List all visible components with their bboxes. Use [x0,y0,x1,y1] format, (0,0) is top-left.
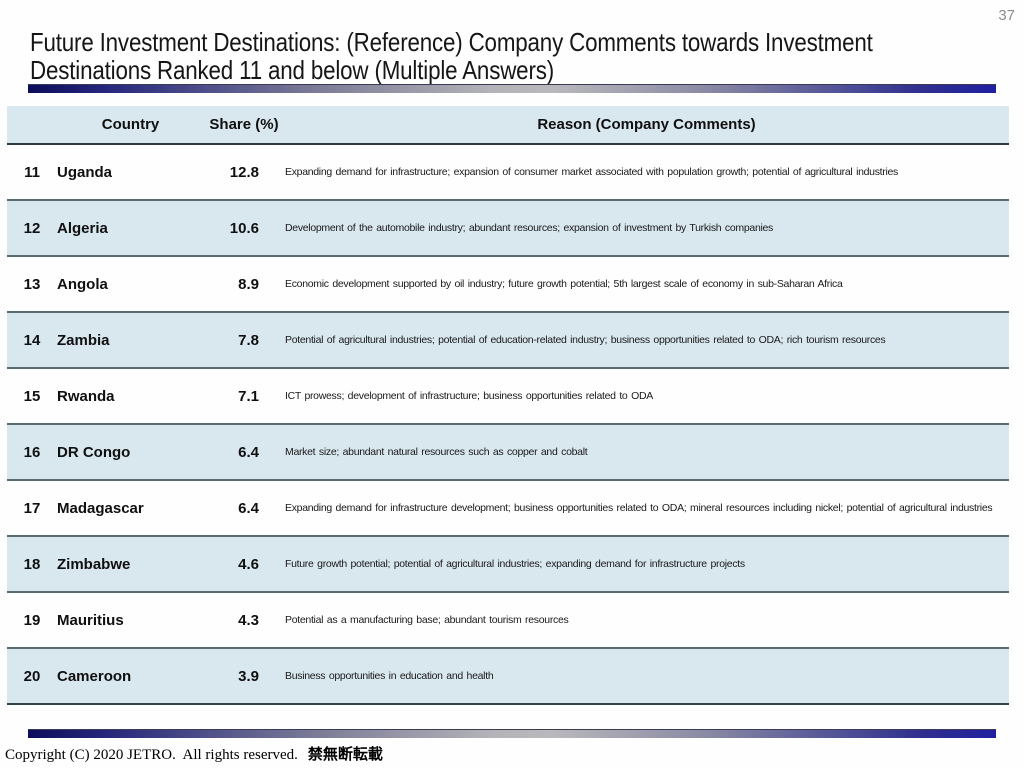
table-row: 19 Mauritius 4.3 Potential as a manufact… [7,593,1009,649]
reason-cell: Future growth potential; potential of ag… [285,558,745,570]
rank-cell: 13 [23,275,41,293]
share-cell: 4.6 [238,555,259,573]
country-cell: Algeria [57,219,108,237]
country-cell: Rwanda [57,387,115,405]
share-column-header: Share (%) [209,116,279,133]
reason-column-header: Reason (Company Comments) [537,116,756,133]
country-cell: Zimbabwe [57,555,131,573]
country-cell: Angola [57,275,108,293]
title-underline-bar [28,84,996,93]
share-cell: 12.8 [229,163,259,181]
copyright-en: Copyright (C) 2020 JETRO. All rights res… [5,747,298,763]
page-number: 37 [998,7,1015,24]
rank-cell: 17 [23,499,41,517]
reason-cell: ICT prowess; development of infrastructu… [285,390,653,402]
reason-cell: Expanding demand for infrastructure deve… [285,502,993,514]
copyright-jp: 禁無断転載 [307,747,383,763]
share-cell: 6.4 [238,443,259,461]
country-cell: Cameroon [57,667,132,685]
copyright-text: Copyright (C) 2020 JETRO. All rights res… [5,743,383,764]
rank-cell: 19 [23,611,41,629]
table-row: 20 Cameroon 3.9 Business opportunities i… [7,649,1009,705]
rank-cell: 18 [23,555,41,573]
country-column-header: Country [101,116,160,133]
share-cell: 7.8 [238,331,259,349]
rank-cell: 12 [23,219,41,237]
table-row: 12 Algeria 10.6 Development of the autom… [7,201,1009,257]
share-cell: 8.9 [238,275,259,293]
reason-cell: Development of the automobile industry; … [285,222,774,234]
share-cell: 6.4 [238,499,259,517]
rank-cell: 15 [23,387,41,405]
reason-cell: Business opportunities in education and … [285,670,494,682]
country-cell: Mauritius [57,611,124,629]
table-row: 18 Zimbabwe 4.6 Future growth potential;… [7,537,1009,593]
rank-cell: 16 [23,443,41,461]
country-cell: DR Congo [57,443,131,461]
share-cell: 7.1 [238,387,259,405]
share-cell: 4.3 [238,611,259,629]
footer-bar [28,729,996,738]
country-cell: Zambia [57,331,110,349]
table-header-row: Country Share (%) Reason (Company Commen… [7,106,1009,145]
rank-cell: 11 [24,163,40,181]
reason-cell: Market size; abundant natural resources … [285,446,588,458]
reason-cell: Potential of agricultural industries; po… [285,334,886,346]
reason-cell: Expanding demand for infrastructure; exp… [285,166,899,178]
rank-cell: 20 [23,667,41,685]
table-row: 13 Angola 8.9 Economic development suppo… [7,257,1009,313]
table-row: 16 DR Congo 6.4 Market size; abundant na… [7,425,1009,481]
rank-cell: 14 [23,331,41,349]
reason-cell: Potential as a manufacturing base; abund… [285,614,569,626]
country-cell: Uganda [57,163,113,181]
table-row: 14 Zambia 7.8 Potential of agricultural … [7,313,1009,369]
share-cell: 10.6 [229,219,259,237]
share-cell: 3.9 [238,667,259,685]
country-cell: Madagascar [57,499,144,517]
reason-cell: Economic development supported by oil in… [285,278,843,290]
table-row: 11 Uganda 12.8 Expanding demand for infr… [7,145,1009,201]
table-row: 15 Rwanda 7.1 ICT prowess; development o… [7,369,1009,425]
investment-destinations-table: Country Share (%) Reason (Company Commen… [7,106,1009,705]
slide-title: Future Investment Destinations: (Referen… [30,27,873,85]
table-row: 17 Madagascar 6.4 Expanding demand for i… [7,481,1009,537]
